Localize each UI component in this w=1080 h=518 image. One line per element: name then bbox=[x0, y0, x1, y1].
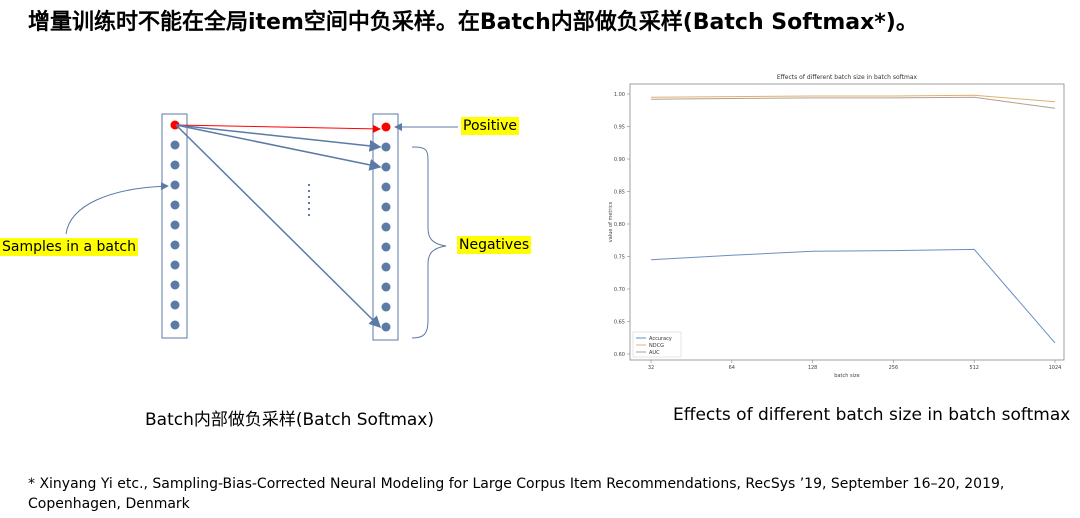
legend-label: NDCG bbox=[649, 343, 664, 349]
legend-label: AUC bbox=[649, 350, 660, 356]
batch-node bbox=[170, 220, 180, 230]
y-tick-label: 0.60 bbox=[614, 352, 625, 358]
diagram-caption: Batch内部做负采样(Batch Softmax) bbox=[145, 410, 434, 430]
series-line-accuracy bbox=[650, 248, 1056, 344]
samples-pointer bbox=[65, 182, 169, 235]
negative-item-node bbox=[381, 302, 391, 312]
slide-title: 增量训练时不能在全局item空间中负采样。在Batch内部做负采样(Batch … bbox=[28, 10, 918, 35]
batch-node bbox=[170, 300, 180, 310]
negative-item-node bbox=[381, 282, 391, 292]
negative-item-node bbox=[381, 242, 391, 252]
batch-node bbox=[170, 140, 180, 150]
chart-plot-area bbox=[629, 83, 1065, 361]
chart-title: Effects of different batch size in batch… bbox=[777, 74, 918, 81]
negative-item-node bbox=[381, 162, 391, 172]
samples-label: Samples in a batch bbox=[0, 238, 139, 256]
batch-node bbox=[170, 200, 180, 210]
negative-arrow bbox=[175, 124, 382, 329]
legend-label: Accuracy bbox=[649, 336, 672, 342]
negative-item-node bbox=[381, 222, 391, 232]
y-tick-label: 1.00 bbox=[614, 92, 625, 98]
positive-arrow bbox=[175, 124, 381, 133]
left-nodes bbox=[170, 120, 180, 330]
batch-node bbox=[170, 260, 180, 270]
x-tick-label: 1024 bbox=[1049, 365, 1062, 371]
positive-item-node bbox=[381, 122, 391, 132]
negative-item-node bbox=[381, 202, 391, 212]
negative-item-node bbox=[381, 262, 391, 272]
y-tick-label: 0.75 bbox=[614, 255, 625, 261]
series-line-auc bbox=[650, 96, 1056, 109]
positive-label: Positive bbox=[461, 117, 519, 135]
negative-arrow bbox=[175, 124, 382, 152]
series-line-ndcg bbox=[650, 94, 1056, 103]
negative-item-node bbox=[381, 322, 391, 332]
y-tick-label: 0.70 bbox=[614, 287, 625, 293]
chart-caption: Effects of different batch size in batch… bbox=[673, 405, 1071, 425]
right-nodes bbox=[381, 122, 391, 332]
x-tick-label: 128 bbox=[808, 365, 818, 371]
x-tick-label: 512 bbox=[969, 365, 979, 371]
batch-node bbox=[170, 240, 180, 250]
y-tick-label: 0.65 bbox=[614, 320, 625, 326]
batch-node bbox=[170, 320, 180, 330]
ellipsis-dots bbox=[308, 184, 310, 216]
y-tick-label: 0.85 bbox=[614, 190, 625, 196]
negative-item-node bbox=[381, 142, 391, 152]
x-tick-label: 256 bbox=[889, 365, 899, 371]
negatives-label: Negatives bbox=[457, 236, 532, 254]
batch-node bbox=[170, 160, 180, 170]
x-tick-label: 32 bbox=[648, 365, 654, 371]
batch-node bbox=[170, 180, 180, 190]
y-tick-label: 0.80 bbox=[614, 222, 625, 228]
negative-item-node bbox=[381, 182, 391, 192]
batch-node bbox=[170, 280, 180, 290]
negative-arrow bbox=[175, 124, 382, 171]
chart-xlabel: batch size bbox=[834, 373, 859, 379]
y-tick-label: 0.95 bbox=[614, 125, 625, 131]
footnote: * Xinyang Yi etc., Sampling-Bias-Correct… bbox=[28, 476, 1005, 512]
negatives-brace bbox=[411, 146, 447, 339]
batch-size-chart: Effects of different batch size in batch… bbox=[608, 74, 1065, 379]
y-tick-label: 0.90 bbox=[614, 157, 625, 163]
chart-ylabel: value of metrics bbox=[608, 201, 614, 242]
x-tick-label: 64 bbox=[729, 365, 735, 371]
